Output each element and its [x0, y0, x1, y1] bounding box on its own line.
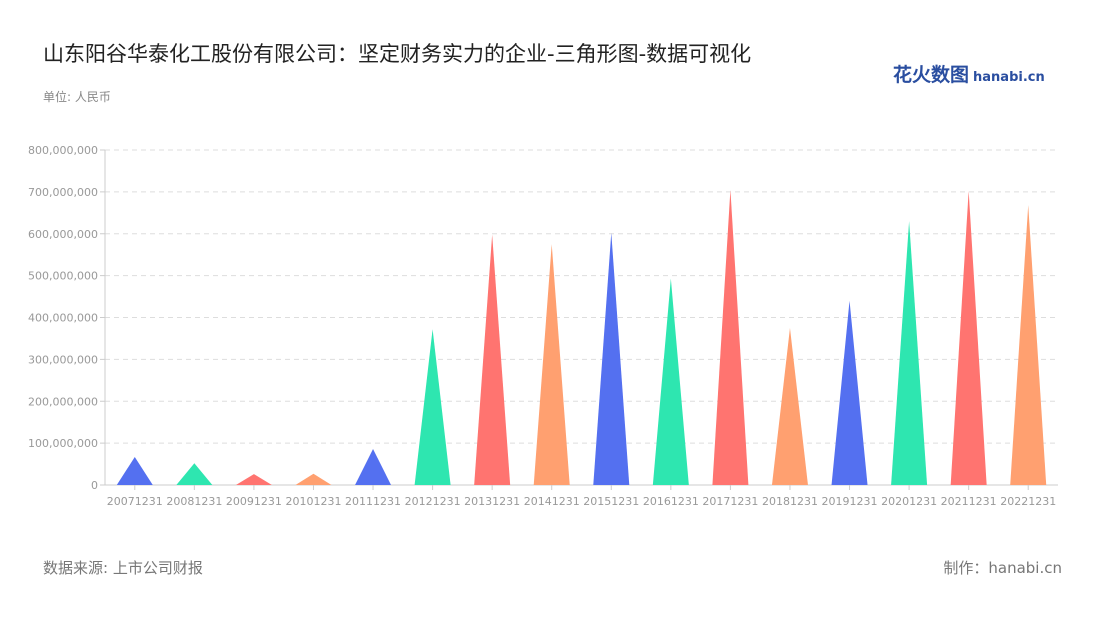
- x-tick-label: 20201231: [881, 495, 937, 508]
- logo-text: 花火数图: [893, 64, 970, 86]
- x-tick-label: 20181231: [762, 495, 818, 508]
- x-tick-label: 20151231: [583, 495, 639, 508]
- x-tick-label: 20081231: [166, 495, 222, 508]
- triangle-bar: [235, 474, 272, 485]
- triangle-bar: [712, 189, 749, 485]
- y-tick-label: 0: [91, 479, 98, 492]
- logo-sub: hanabi.cn: [973, 70, 1045, 85]
- x-tick-label: 20121231: [405, 495, 461, 508]
- x-tick-label: 20111231: [345, 495, 401, 508]
- triangle-bar: [831, 300, 868, 485]
- y-tick-label: 400,000,000: [28, 312, 98, 325]
- x-tick-label: 20131231: [464, 495, 520, 508]
- y-tick-label: 800,000,000: [28, 144, 98, 157]
- triangle-bar: [533, 244, 570, 485]
- logo: 花火数图 hanabi.cn: [893, 60, 1045, 87]
- x-tick-label: 20221231: [1000, 495, 1056, 508]
- triangle-bar: [1010, 205, 1047, 485]
- triangle-bar: [891, 221, 928, 485]
- triangle-bar: [593, 232, 630, 485]
- chart-title: 山东阳谷华泰化工股份有限公司：坚定财务实力的企业-三角形图-数据可视化: [43, 42, 752, 66]
- triangle-bar: [414, 329, 451, 485]
- unit-label: 单位: 人民币: [43, 90, 111, 104]
- triangle-bar: [771, 327, 808, 485]
- x-tick-label: 20091231: [226, 495, 282, 508]
- y-tick-label: 600,000,000: [28, 228, 98, 241]
- x-tick-label: 20211231: [941, 495, 997, 508]
- x-tick-label: 20191231: [822, 495, 878, 508]
- y-tick-label: 500,000,000: [28, 270, 98, 283]
- triangle-bar: [950, 191, 987, 485]
- x-tick-label: 20141231: [524, 495, 580, 508]
- data-source: 数据来源: 上市公司财报: [43, 559, 203, 577]
- x-tick-label: 20171231: [702, 495, 758, 508]
- y-tick-label: 100,000,000: [28, 437, 98, 450]
- triangle-bar: [176, 463, 213, 485]
- y-tick-label: 300,000,000: [28, 353, 98, 366]
- triangle-bar: [474, 234, 511, 485]
- triangle-bar: [116, 456, 153, 485]
- x-tick-label: 20071231: [107, 495, 163, 508]
- maker-credit: 制作：hanabi.cn: [943, 559, 1062, 577]
- y-tick-label: 700,000,000: [28, 186, 98, 199]
- y-tick-label: 200,000,000: [28, 395, 98, 408]
- triangle-bar: [355, 448, 392, 485]
- x-tick-label: 20161231: [643, 495, 699, 508]
- triangle-bar: [295, 473, 332, 485]
- x-tick-label: 20101231: [285, 495, 341, 508]
- triangle-bar: [652, 278, 689, 485]
